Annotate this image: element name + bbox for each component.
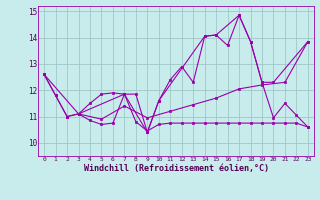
X-axis label: Windchill (Refroidissement éolien,°C): Windchill (Refroidissement éolien,°C) [84, 164, 268, 173]
